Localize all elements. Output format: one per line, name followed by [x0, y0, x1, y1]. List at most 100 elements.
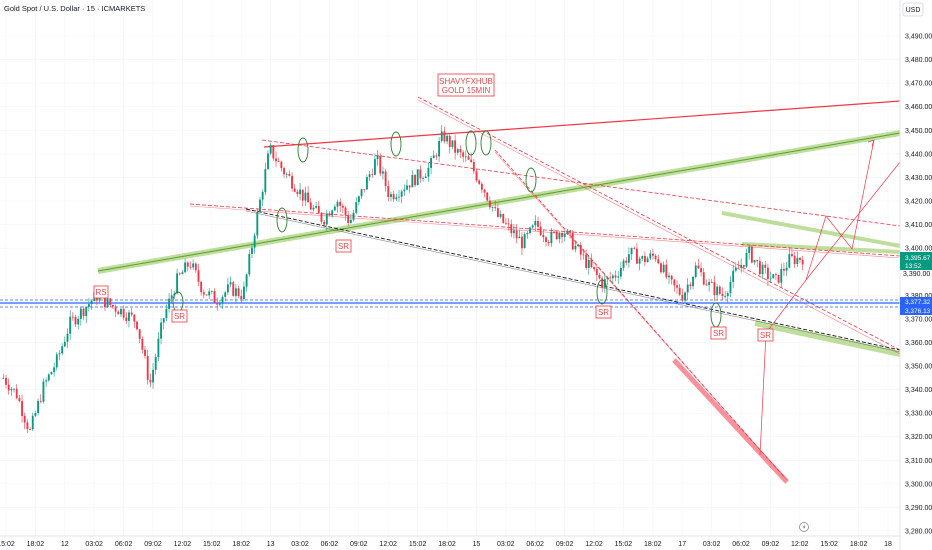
candle-body [462, 152, 465, 157]
candle-body [614, 275, 617, 278]
candle-body [58, 353, 61, 355]
candle-body [783, 268, 785, 271]
candle-body [125, 317, 128, 321]
red-arrow-head [867, 139, 875, 147]
candle-body [411, 175, 414, 188]
candle-body [435, 155, 438, 157]
red-top-channel [263, 100, 901, 148]
y-tick-label: 3,420.00 [905, 199, 932, 206]
y-tick-label: 3,330.00 [905, 411, 932, 418]
candle-body [609, 277, 612, 279]
candle-body [456, 149, 459, 153]
y-tick-label: 3,480.00 [905, 57, 932, 64]
candle-body [534, 220, 537, 226]
red-projection-band [672, 358, 789, 484]
candle-body [737, 267, 740, 269]
candle-body [34, 413, 37, 416]
candle-body [406, 185, 408, 190]
candle-body [251, 247, 253, 254]
candle-body [756, 260, 759, 262]
candle-body [47, 374, 50, 381]
candle-body [408, 185, 411, 188]
grid [0, 0, 900, 536]
candle-body [633, 247, 636, 249]
candle-body [277, 161, 280, 163]
candle-body [470, 159, 473, 162]
sr-label-text: SR [598, 308, 609, 317]
candle-body [438, 140, 441, 157]
candle-body [285, 173, 288, 175]
candle-body [283, 168, 285, 175]
candle-body [304, 192, 307, 201]
candle-body [660, 263, 662, 273]
candle-body [518, 236, 521, 239]
candle-body [491, 207, 494, 208]
candle-body [202, 292, 205, 295]
candle-body [678, 287, 681, 295]
candle-body [5, 377, 7, 385]
candle-body [37, 400, 40, 414]
candle-body [13, 388, 15, 390]
x-tick-label: 13 [267, 541, 275, 548]
touch-ellipse [276, 207, 288, 233]
candle-body [200, 281, 203, 293]
y-tick-label: 3,460.00 [905, 104, 932, 111]
lightning-icon[interactable] [799, 522, 809, 532]
x-tick-label: 18:02 [850, 541, 868, 548]
candle-body [90, 301, 93, 305]
candle-body [443, 131, 446, 142]
candle-body [154, 357, 157, 370]
candle-body [729, 281, 732, 294]
x-tick-label: 09:02 [762, 541, 780, 548]
candle-body [243, 286, 245, 300]
x-tick-label: 06:02 [732, 541, 750, 548]
author-watermark: SHAVYFXHUB GOLD 15MIN [437, 73, 495, 97]
touch-ellipse [525, 167, 537, 193]
candle-body [85, 307, 88, 317]
candle-body [507, 223, 510, 225]
candle-body [344, 207, 347, 216]
candle-body [780, 268, 783, 283]
rs-label: RS [93, 285, 109, 299]
partial-price-label: 3,390.00 [903, 271, 930, 278]
candle-body [253, 235, 256, 248]
candle-body [192, 263, 195, 268]
candle-body [170, 295, 173, 299]
candle-body [320, 212, 323, 222]
candle-body [31, 415, 34, 430]
candle-body [296, 191, 299, 195]
candle-body [569, 230, 572, 233]
y-tick-label: 3,290.00 [905, 505, 932, 512]
candle-body [595, 269, 598, 275]
sr-label-5: SR [757, 328, 774, 342]
candle-body [502, 213, 505, 223]
candle-body [563, 233, 566, 237]
candle-body [649, 253, 652, 259]
candle-body [601, 278, 604, 288]
candle-body [424, 176, 427, 179]
x-tick-label: 09:02 [350, 541, 368, 548]
candle-body [740, 265, 743, 269]
candle-body [349, 219, 352, 223]
candle-body [657, 259, 660, 264]
candle-body [523, 234, 526, 249]
red-thin-line-2 [417, 99, 901, 355]
candle-body [764, 264, 767, 268]
candle-body [801, 259, 804, 265]
candle-body [547, 242, 550, 244]
candle-body [486, 192, 489, 201]
x-tick-label: 18:02 [644, 541, 662, 548]
candle-body [585, 254, 588, 268]
candle-body [488, 200, 491, 208]
candle-body [446, 135, 449, 142]
currency-button[interactable]: USD [902, 2, 924, 17]
currency-label: USD [906, 7, 921, 14]
candle-body [69, 316, 72, 334]
candle-body [684, 292, 686, 301]
candle-body [392, 194, 395, 200]
candle-body [761, 264, 764, 275]
candle-body [713, 282, 716, 296]
candle-body [357, 196, 360, 203]
